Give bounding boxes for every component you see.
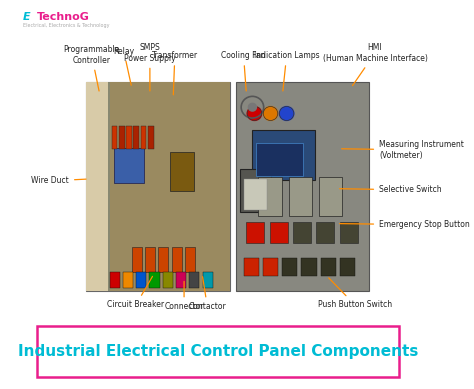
Bar bbox=[263, 258, 278, 276]
Bar bbox=[270, 222, 288, 243]
Bar bbox=[185, 247, 195, 272]
Bar bbox=[340, 258, 356, 276]
Bar bbox=[148, 126, 154, 149]
Bar bbox=[301, 258, 317, 276]
Bar bbox=[256, 143, 303, 176]
Bar bbox=[319, 177, 342, 216]
Circle shape bbox=[279, 107, 294, 121]
Bar bbox=[316, 222, 335, 243]
Bar bbox=[170, 152, 194, 191]
Text: Industrial Electrical Control Panel Components: Industrial Electrical Control Panel Comp… bbox=[18, 344, 419, 359]
Bar bbox=[136, 272, 146, 287]
Bar bbox=[123, 272, 133, 287]
Bar bbox=[321, 258, 336, 276]
Bar bbox=[37, 326, 399, 377]
Bar bbox=[108, 82, 109, 291]
Circle shape bbox=[247, 107, 262, 121]
Bar bbox=[282, 258, 298, 276]
Text: Connector: Connector bbox=[164, 281, 204, 312]
Text: Push Button Switch: Push Button Switch bbox=[318, 278, 392, 310]
Bar bbox=[158, 247, 168, 272]
Text: Emergency Stop Button: Emergency Stop Button bbox=[340, 220, 470, 229]
Bar bbox=[109, 82, 230, 291]
Bar bbox=[109, 272, 120, 287]
Text: Contactor: Contactor bbox=[189, 277, 226, 312]
Bar bbox=[289, 177, 312, 216]
Text: Cooling Fan: Cooling Fan bbox=[221, 51, 266, 91]
Text: Selective Switch: Selective Switch bbox=[340, 185, 442, 194]
Text: Electrical, Electronics & Technology: Electrical, Electronics & Technology bbox=[23, 23, 110, 28]
Bar bbox=[240, 169, 271, 212]
Text: HMI
(Human Machine Interface): HMI (Human Machine Interface) bbox=[323, 43, 428, 86]
Bar bbox=[340, 222, 358, 243]
Bar bbox=[176, 272, 186, 287]
Bar bbox=[189, 272, 200, 287]
Bar bbox=[86, 82, 230, 291]
Bar bbox=[293, 222, 311, 243]
Circle shape bbox=[263, 107, 278, 121]
Text: Relay: Relay bbox=[113, 47, 134, 85]
Bar bbox=[172, 247, 182, 272]
Text: Measuring Instrument
(Voltmeter): Measuring Instrument (Voltmeter) bbox=[342, 140, 464, 159]
Bar bbox=[86, 82, 108, 291]
Bar bbox=[244, 258, 259, 276]
Bar bbox=[237, 82, 369, 291]
Bar bbox=[246, 222, 264, 243]
Text: Programmable
Controller: Programmable Controller bbox=[64, 45, 120, 91]
Text: TechnoG: TechnoG bbox=[36, 12, 90, 22]
Bar bbox=[112, 126, 118, 149]
Bar bbox=[202, 272, 213, 287]
Bar bbox=[133, 126, 139, 149]
Bar bbox=[163, 272, 173, 287]
Bar bbox=[132, 247, 142, 272]
Bar bbox=[119, 126, 125, 149]
Bar bbox=[244, 179, 267, 210]
Bar bbox=[114, 148, 144, 182]
Bar bbox=[149, 272, 160, 287]
Text: Wire Duct: Wire Duct bbox=[31, 177, 86, 186]
Text: E: E bbox=[23, 12, 31, 22]
Bar bbox=[126, 126, 132, 149]
Text: Indication Lamps: Indication Lamps bbox=[254, 51, 319, 91]
Bar bbox=[253, 130, 315, 180]
Text: SMPS
Power Supply: SMPS Power Supply bbox=[124, 43, 176, 91]
Bar bbox=[141, 126, 146, 149]
Circle shape bbox=[248, 103, 256, 111]
Text: Circuit Breaker: Circuit Breaker bbox=[107, 276, 164, 310]
Text: Transformer: Transformer bbox=[152, 51, 198, 95]
Bar bbox=[258, 177, 282, 216]
Bar bbox=[145, 247, 155, 272]
